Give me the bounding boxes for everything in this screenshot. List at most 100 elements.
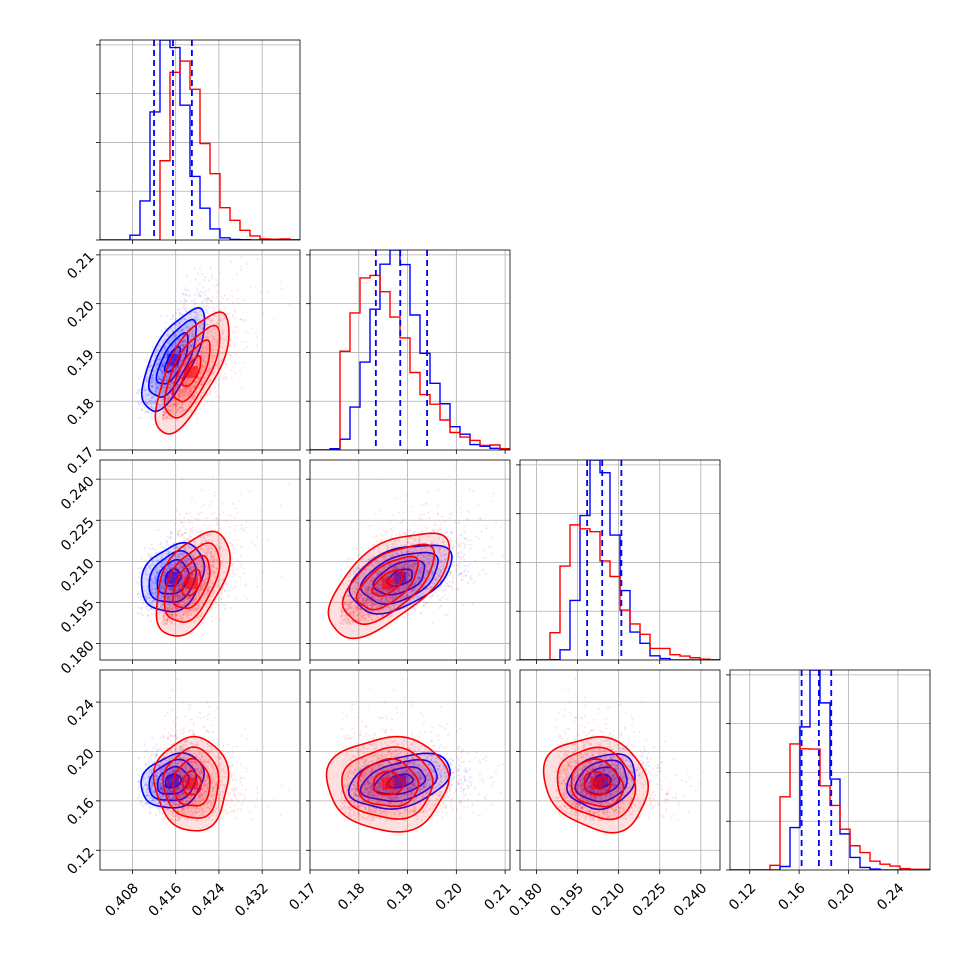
scatter-point: [191, 333, 195, 336]
scatter-point: [233, 516, 237, 520]
scatter-point: [193, 300, 196, 303]
scatter-point: [189, 347, 192, 350]
scatter-point: [169, 339, 172, 343]
scatter-point: [162, 414, 165, 417]
scatter-point: [217, 318, 220, 321]
scatter-point: [191, 341, 194, 344]
scatter-point: [200, 529, 204, 532]
scatter-point: [224, 362, 227, 365]
scatter-point: [164, 354, 168, 358]
scatter-point: [202, 357, 205, 360]
scatter-point: [160, 553, 163, 557]
scatter-point: [245, 340, 248, 344]
scatter-point: [183, 300, 186, 304]
scatter-point: [181, 354, 184, 357]
scatter-point: [169, 348, 172, 351]
scatter-point: [190, 345, 193, 348]
scatter-point: [206, 369, 209, 373]
scatter-point: [174, 334, 178, 338]
density-contour: [172, 339, 211, 403]
scatter-point: [191, 395, 194, 399]
scatter-point: [198, 325, 201, 328]
scatter-point: [154, 401, 157, 404]
scatter-point: [173, 335, 176, 338]
scatter-point: [144, 406, 147, 409]
scatter-point: [162, 414, 165, 417]
scatter-point: [201, 323, 204, 326]
scatter-point: [159, 369, 162, 373]
scatter-point: [176, 365, 179, 368]
scatter-point: [146, 394, 150, 397]
scatter-point: [171, 345, 174, 348]
scatter-point: [161, 371, 164, 374]
scatter-point: [155, 587, 158, 591]
scatter-point: [145, 394, 148, 397]
scatter-point: [154, 354, 158, 357]
scatter-point: [163, 417, 166, 420]
scatter-point: [200, 327, 204, 330]
scatter-point: [202, 404, 206, 407]
scatter-point: [154, 352, 157, 355]
scatter-point: [143, 388, 146, 391]
scatter-point: [187, 350, 191, 353]
scatter-point: [177, 396, 180, 399]
scatter-point: [189, 399, 192, 402]
scatter-point: [206, 374, 209, 377]
scatter-point: [157, 377, 161, 381]
scatter-point: [181, 388, 185, 391]
scatter-point: [188, 378, 191, 381]
scatter-point: [193, 293, 197, 296]
scatter-point: [150, 553, 154, 557]
scatter-point: [160, 374, 163, 377]
scatter-point: [147, 392, 151, 395]
scatter-point: [167, 396, 170, 399]
scatter-point: [163, 388, 166, 391]
histogram-panel-1: [96, 39, 301, 244]
scatter-point: [194, 311, 197, 314]
scatter-point: [215, 341, 218, 344]
scatter-point: [216, 364, 219, 367]
density-contour: [163, 324, 221, 419]
scatter-point: [206, 371, 209, 374]
scatter-point: [197, 331, 200, 334]
scatter-point: [204, 308, 208, 311]
scatter-point: [156, 362, 159, 365]
scatter-point: [234, 371, 237, 375]
scatter-point: [166, 535, 169, 538]
scatter-point: [197, 313, 200, 317]
scatter-point: [207, 345, 210, 348]
scatter-point: [199, 395, 203, 398]
scatter-point: [288, 303, 291, 306]
scatter-point: [176, 385, 179, 388]
scatter-point: [201, 354, 204, 357]
scatter-point: [177, 375, 180, 378]
scatter-point: [164, 337, 167, 341]
scatter-point: [189, 315, 192, 318]
scatter-point: [184, 293, 188, 296]
scatter-point: [172, 402, 175, 405]
scatter-point: [189, 385, 192, 388]
scatter-point: [222, 316, 225, 319]
scatter-point: [197, 293, 200, 296]
scatter-point: [174, 371, 177, 374]
scatter-point: [173, 405, 176, 408]
scatter-point: [187, 567, 191, 570]
scatter-point: [177, 351, 180, 354]
scatter-point: [185, 377, 188, 380]
scatter-point: [157, 385, 160, 388]
scatter-point: [182, 327, 185, 330]
scatter-point: [187, 333, 191, 336]
scatter-point: [228, 344, 231, 347]
scatter-point: [178, 381, 181, 384]
scatter-point: [151, 400, 154, 403]
scatter-point: [138, 404, 141, 407]
scatter-point: [212, 372, 215, 375]
scatter-point: [183, 390, 187, 394]
scatter-point: [179, 370, 182, 374]
scatter-point: [209, 550, 213, 553]
scatter-point: [161, 375, 164, 378]
scatter-point: [168, 595, 171, 599]
scatter-point: [240, 545, 243, 548]
scatter-point: [211, 360, 215, 364]
scatter-point: [188, 401, 192, 404]
